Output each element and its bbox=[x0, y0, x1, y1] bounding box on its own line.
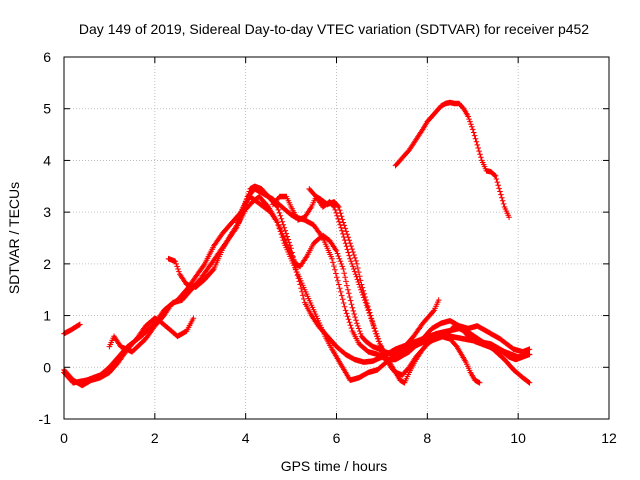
x-tick-label: 12 bbox=[601, 430, 617, 446]
series-arc-h bbox=[306, 186, 533, 386]
x-tick-label: 2 bbox=[151, 430, 159, 446]
y-tick-label: 4 bbox=[43, 152, 51, 168]
y-tick-label: 2 bbox=[43, 256, 51, 272]
series-markers bbox=[392, 99, 512, 221]
y-tick-label: 1 bbox=[43, 308, 51, 324]
x-axis-ticks: 0 2 4 6 8 10 12 bbox=[60, 57, 617, 446]
y-axis-ticks: -1 0 1 2 3 4 5 6 bbox=[39, 49, 609, 427]
chart-title: Day 149 of 2019, Sidereal Day-to-day VTE… bbox=[79, 21, 589, 37]
x-tick-label: 6 bbox=[333, 430, 341, 446]
series-markers bbox=[165, 193, 442, 383]
y-tick-label: 5 bbox=[43, 101, 51, 117]
y-tick-label: 3 bbox=[43, 204, 51, 220]
y-axis-label: SDTVAR / TECUs bbox=[6, 182, 22, 294]
data-series bbox=[61, 99, 533, 389]
y-tick-label: 6 bbox=[43, 49, 51, 65]
series-arc-i bbox=[392, 99, 512, 221]
y-tick-label: -1 bbox=[39, 411, 52, 427]
x-tick-label: 0 bbox=[60, 430, 68, 446]
x-tick-label: 4 bbox=[242, 430, 250, 446]
series-arc-e bbox=[165, 193, 442, 383]
y-tick-label: 0 bbox=[43, 359, 51, 375]
x-tick-label: 8 bbox=[423, 430, 431, 446]
x-tick-label: 10 bbox=[510, 430, 526, 446]
series-markers bbox=[306, 186, 533, 386]
x-axis-label: GPS time / hours bbox=[281, 458, 388, 474]
